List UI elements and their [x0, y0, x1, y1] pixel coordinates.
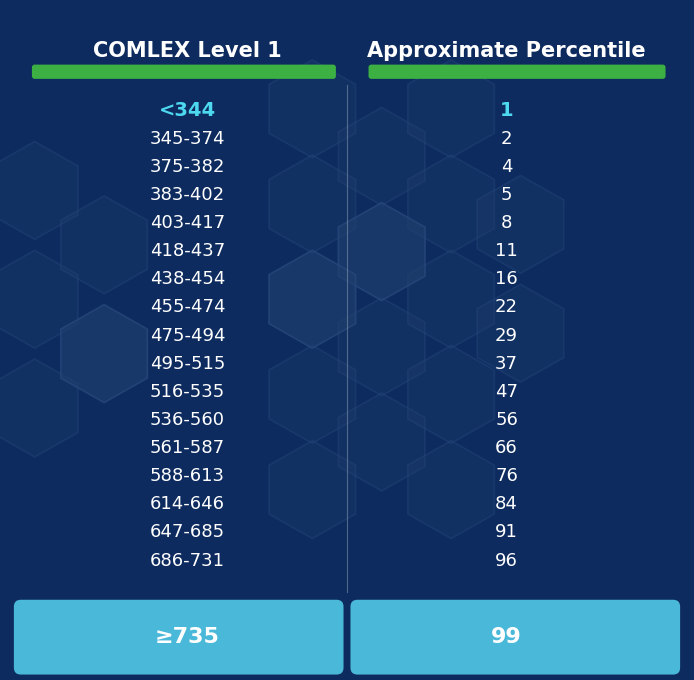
Polygon shape	[269, 250, 355, 348]
Polygon shape	[339, 107, 425, 205]
Text: 4: 4	[501, 158, 512, 176]
FancyBboxPatch shape	[14, 600, 344, 675]
FancyBboxPatch shape	[369, 65, 666, 79]
Polygon shape	[408, 250, 494, 348]
Text: 91: 91	[496, 524, 518, 541]
Polygon shape	[0, 250, 78, 348]
Text: 66: 66	[496, 439, 518, 457]
Text: 8: 8	[501, 214, 512, 232]
Text: 96: 96	[496, 551, 518, 570]
Polygon shape	[408, 155, 494, 253]
Text: 2: 2	[501, 130, 512, 148]
Text: 403-417: 403-417	[150, 214, 225, 232]
Text: 99: 99	[491, 627, 522, 647]
Polygon shape	[0, 141, 78, 239]
Polygon shape	[269, 250, 355, 348]
Text: 1: 1	[500, 101, 514, 120]
Polygon shape	[269, 155, 355, 253]
Text: 56: 56	[496, 411, 518, 429]
Polygon shape	[408, 441, 494, 539]
Text: 686-731: 686-731	[150, 551, 225, 570]
Polygon shape	[408, 345, 494, 443]
FancyBboxPatch shape	[32, 65, 336, 79]
Text: 5: 5	[501, 186, 512, 204]
Text: 375-382: 375-382	[150, 158, 225, 176]
Text: 536-560: 536-560	[150, 411, 225, 429]
Text: 647-685: 647-685	[150, 524, 225, 541]
Text: <344: <344	[159, 101, 216, 120]
Polygon shape	[0, 359, 78, 457]
Text: 345-374: 345-374	[150, 130, 225, 148]
Text: 11: 11	[496, 242, 518, 260]
Text: 16: 16	[496, 271, 518, 288]
Text: 84: 84	[496, 495, 518, 513]
Text: 516-535: 516-535	[150, 383, 225, 401]
Polygon shape	[408, 60, 494, 158]
Polygon shape	[477, 284, 564, 382]
Polygon shape	[339, 298, 425, 396]
Text: 438-454: 438-454	[150, 271, 225, 288]
Text: 22: 22	[495, 299, 518, 316]
Text: 495-515: 495-515	[150, 355, 225, 373]
Text: 37: 37	[495, 355, 518, 373]
Text: 561-587: 561-587	[150, 439, 225, 457]
Polygon shape	[269, 345, 355, 443]
Text: ≥735: ≥735	[155, 627, 220, 647]
Polygon shape	[61, 196, 147, 294]
Text: 29: 29	[495, 326, 518, 345]
Text: 588-613: 588-613	[150, 467, 225, 486]
Text: 614-646: 614-646	[150, 495, 225, 513]
Text: Approximate Percentile: Approximate Percentile	[367, 41, 646, 61]
Text: 76: 76	[496, 467, 518, 486]
Polygon shape	[269, 60, 355, 158]
Polygon shape	[61, 305, 147, 403]
Text: COMLEX Level 1: COMLEX Level 1	[93, 41, 282, 61]
Polygon shape	[339, 203, 425, 301]
Polygon shape	[61, 305, 147, 403]
Text: 475-494: 475-494	[150, 326, 225, 345]
Text: 418-437: 418-437	[150, 242, 225, 260]
Text: 383-402: 383-402	[150, 186, 225, 204]
FancyBboxPatch shape	[350, 600, 680, 675]
Text: 47: 47	[495, 383, 518, 401]
Polygon shape	[477, 175, 564, 273]
Polygon shape	[339, 203, 425, 301]
Polygon shape	[339, 393, 425, 491]
Text: 455-474: 455-474	[150, 299, 225, 316]
Polygon shape	[269, 441, 355, 539]
